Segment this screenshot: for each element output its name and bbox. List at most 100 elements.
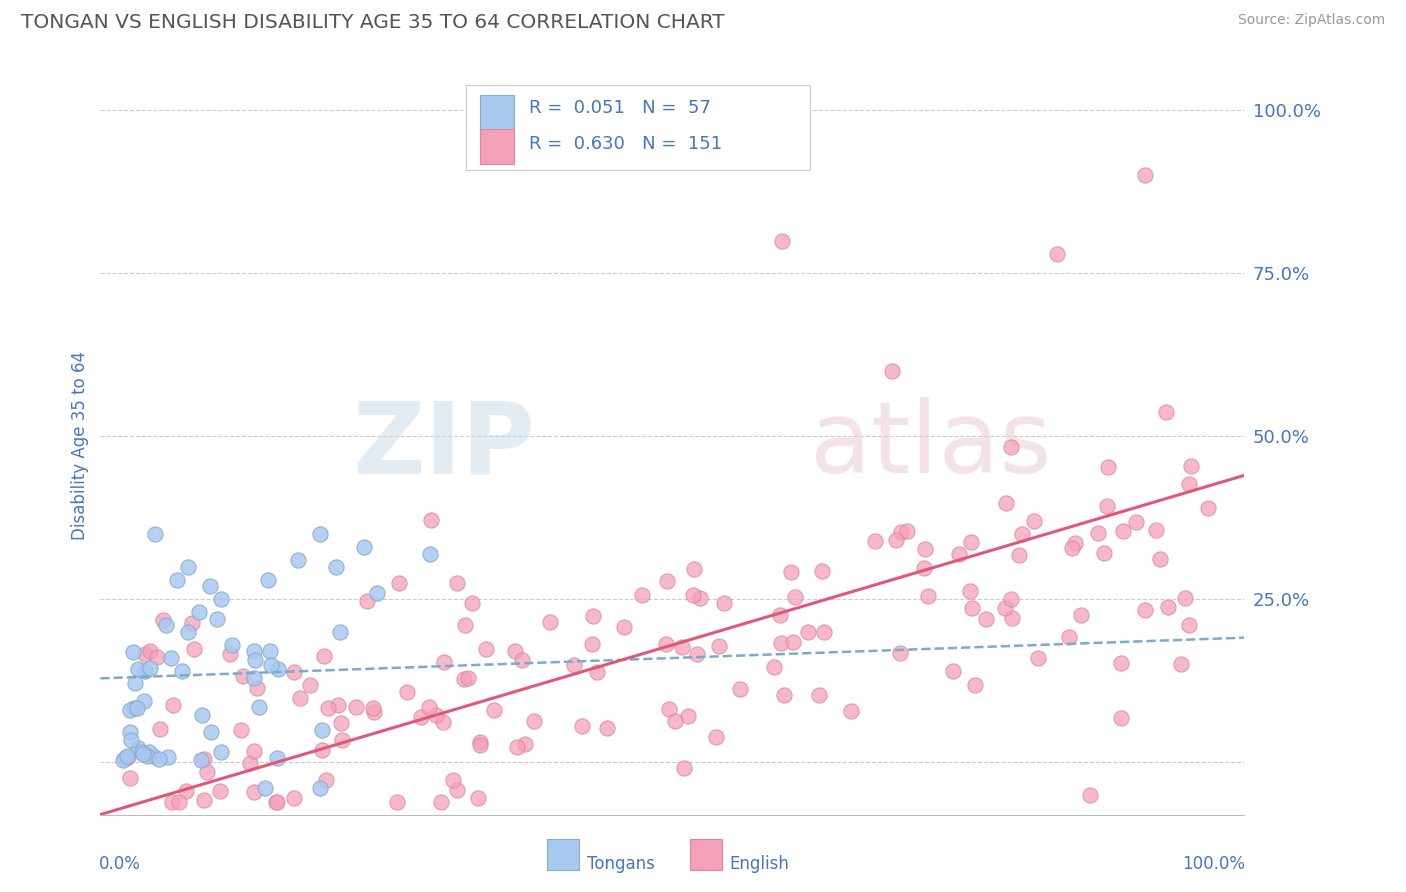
Point xyxy=(131,745,153,759)
Point xyxy=(267,662,290,676)
Point xyxy=(143,527,166,541)
Point xyxy=(595,721,617,735)
Point xyxy=(195,764,218,779)
Point xyxy=(330,732,353,747)
Point xyxy=(785,591,807,605)
Point xyxy=(538,615,561,630)
Point xyxy=(1154,405,1177,419)
Bar xyxy=(481,95,515,130)
Point xyxy=(311,723,333,737)
Point xyxy=(188,605,211,619)
Point xyxy=(960,601,983,615)
Point xyxy=(1157,599,1180,614)
Point xyxy=(728,681,751,696)
Point xyxy=(167,795,190,809)
Point xyxy=(441,773,464,788)
Point xyxy=(682,588,704,602)
Point xyxy=(190,753,212,767)
Point xyxy=(419,547,441,561)
Point xyxy=(146,649,169,664)
Point xyxy=(134,647,156,661)
Point xyxy=(1000,441,1022,455)
Point xyxy=(1011,527,1033,541)
Point xyxy=(1064,536,1087,550)
Point xyxy=(155,618,177,632)
Point xyxy=(433,655,456,669)
Point xyxy=(959,584,981,599)
Point xyxy=(190,708,212,723)
Point xyxy=(709,640,731,654)
Point xyxy=(1060,541,1083,555)
Point xyxy=(139,661,162,675)
Point xyxy=(613,620,636,634)
Point xyxy=(914,542,936,557)
Point xyxy=(1026,651,1049,665)
Point xyxy=(260,657,283,672)
Point xyxy=(630,588,652,602)
Point xyxy=(772,688,794,702)
Point xyxy=(148,752,170,766)
Point xyxy=(139,644,162,658)
Point xyxy=(562,658,585,673)
Point xyxy=(135,749,157,764)
Text: English: English xyxy=(730,855,789,873)
Point xyxy=(177,559,200,574)
Point xyxy=(127,701,149,715)
Point xyxy=(468,738,491,752)
Point xyxy=(363,705,385,719)
Point xyxy=(1111,711,1133,725)
Point xyxy=(884,533,907,548)
Point xyxy=(664,714,686,728)
Point xyxy=(315,772,337,787)
Point xyxy=(266,750,288,764)
Point xyxy=(221,638,243,652)
Text: 100.0%: 100.0% xyxy=(1182,855,1246,873)
FancyBboxPatch shape xyxy=(467,85,810,169)
Point xyxy=(1087,526,1109,541)
Point xyxy=(446,783,468,797)
Point xyxy=(586,665,609,679)
Point xyxy=(1149,552,1171,566)
Point xyxy=(149,722,172,736)
Point xyxy=(395,685,418,699)
Point xyxy=(454,618,477,632)
Point xyxy=(208,784,231,798)
Text: 0.0%: 0.0% xyxy=(100,855,141,873)
Point xyxy=(160,795,183,809)
Point xyxy=(581,637,603,651)
Point xyxy=(1144,524,1167,538)
Point xyxy=(325,559,347,574)
Point xyxy=(243,671,266,685)
Point xyxy=(162,698,184,713)
Point xyxy=(811,564,834,578)
Point xyxy=(912,560,935,574)
Point xyxy=(254,781,277,796)
Text: Tongans: Tongans xyxy=(586,855,654,873)
Point xyxy=(200,579,222,593)
Point xyxy=(808,688,831,702)
Point xyxy=(134,665,156,679)
Point xyxy=(1125,515,1147,529)
Point xyxy=(432,714,454,729)
Point xyxy=(309,781,332,796)
Point xyxy=(118,703,141,717)
Point xyxy=(582,608,605,623)
Point xyxy=(344,699,367,714)
Point xyxy=(177,624,200,639)
Point xyxy=(326,698,349,713)
Point xyxy=(1092,546,1115,560)
Point xyxy=(1022,514,1045,528)
Point xyxy=(287,553,309,567)
Point xyxy=(409,710,432,724)
Point xyxy=(257,573,280,587)
Point xyxy=(1197,501,1219,516)
Point xyxy=(114,751,136,765)
Point xyxy=(122,645,145,659)
Point xyxy=(713,596,735,610)
Point xyxy=(461,596,484,610)
Point xyxy=(283,665,305,679)
Point xyxy=(246,681,269,695)
Point xyxy=(704,730,727,744)
Point xyxy=(770,234,793,248)
Point xyxy=(174,784,197,798)
